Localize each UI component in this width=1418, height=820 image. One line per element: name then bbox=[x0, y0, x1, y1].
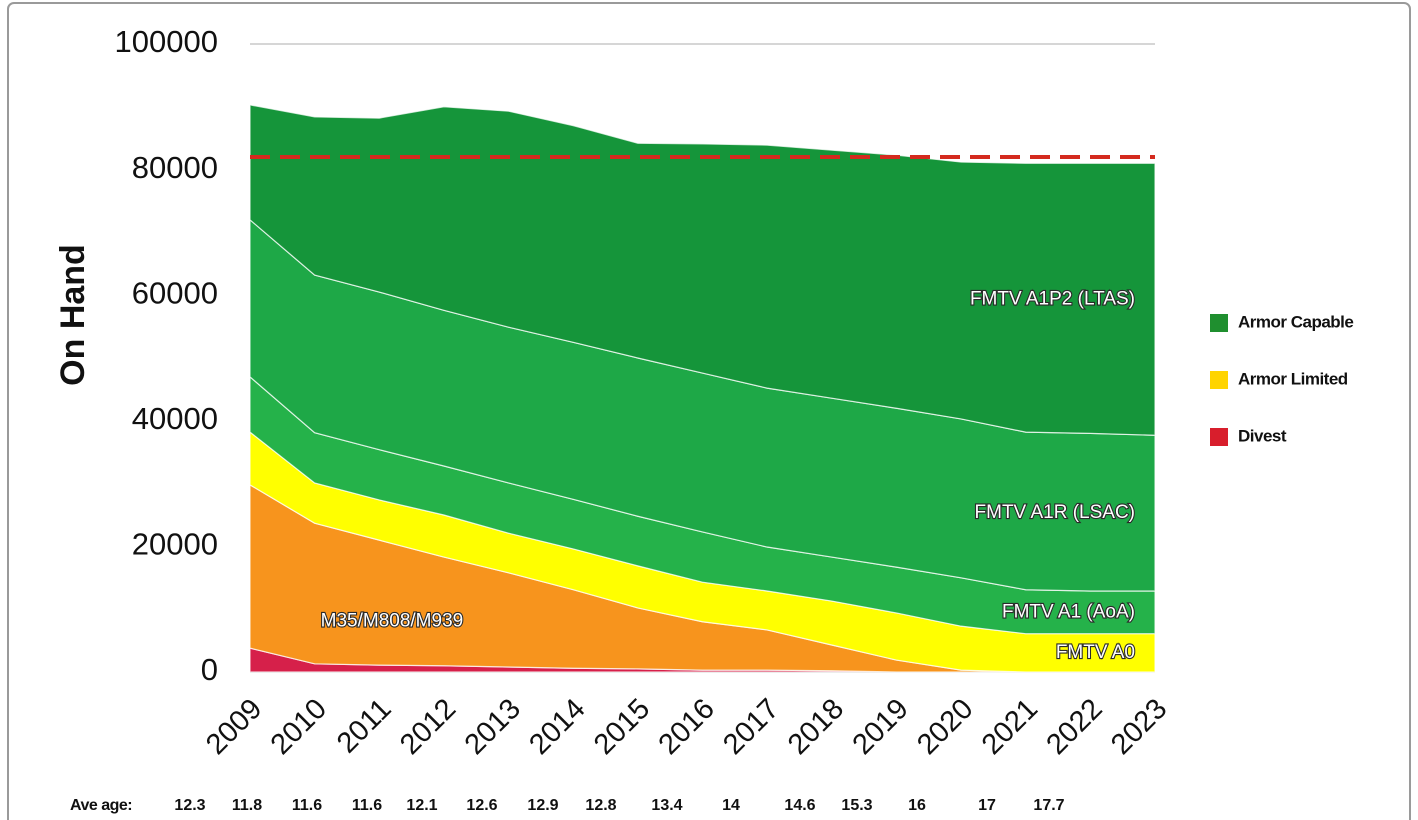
y-tick-label: 40000 bbox=[132, 401, 218, 436]
ave-age-value: 11.8 bbox=[232, 797, 262, 814]
layer-label: FMTV A1R (LSAC) bbox=[975, 502, 1135, 523]
y-tick-label: 100000 bbox=[115, 24, 218, 59]
ave-age-value: 16 bbox=[908, 797, 926, 814]
y-tick-label: 80000 bbox=[132, 150, 218, 185]
area bbox=[249, 104, 1156, 436]
layer-label: FMTV A1 (AoA) bbox=[1002, 601, 1135, 622]
ave-age-value: 12.3 bbox=[174, 797, 205, 814]
ave-age-value: 17 bbox=[978, 797, 996, 814]
ave-age-value: 12.8 bbox=[585, 797, 616, 814]
ave-age-value: 14 bbox=[722, 797, 740, 814]
areas bbox=[249, 104, 1156, 673]
y-axis-label: On Hand bbox=[54, 244, 92, 386]
labels: M35/M808/M939 FMTV A0 FMTV A1 (AoA) FMTV A1… bbox=[320, 287, 1137, 664]
ave-age-value: 12.9 bbox=[527, 797, 558, 814]
ave-age-value: 15.3 bbox=[841, 797, 872, 814]
ave-age-value: 12.6 bbox=[466, 797, 497, 814]
legend-label: Armor Limited bbox=[1238, 369, 1348, 388]
layer-label: FMTV A0 bbox=[1056, 642, 1135, 663]
layer-label: M35/M808/M939 bbox=[321, 611, 464, 632]
ave-age-value: 14.6 bbox=[784, 797, 815, 814]
ave-age-value: 11.6 bbox=[292, 797, 322, 814]
legend-swatch bbox=[1210, 428, 1228, 446]
legend-swatch bbox=[1210, 314, 1228, 332]
y-tick-label: 20000 bbox=[132, 527, 218, 562]
ave-age-label: Ave age: bbox=[70, 797, 132, 814]
ave-age-value: 17.7 bbox=[1033, 797, 1064, 814]
legend-label: Armor Capable bbox=[1238, 312, 1353, 331]
ave-age-value: 12.1 bbox=[406, 797, 437, 814]
y-tick-label: 60000 bbox=[132, 275, 218, 310]
y-tick-label: 0 bbox=[201, 652, 218, 687]
layer-label: FMTV A1P2 (LTAS) bbox=[970, 288, 1135, 309]
legend-swatch bbox=[1210, 371, 1228, 389]
ave-age-value: 13.4 bbox=[651, 797, 682, 814]
ave-age-value: 11.6 bbox=[352, 797, 382, 814]
legend-label: Divest bbox=[1238, 426, 1287, 445]
